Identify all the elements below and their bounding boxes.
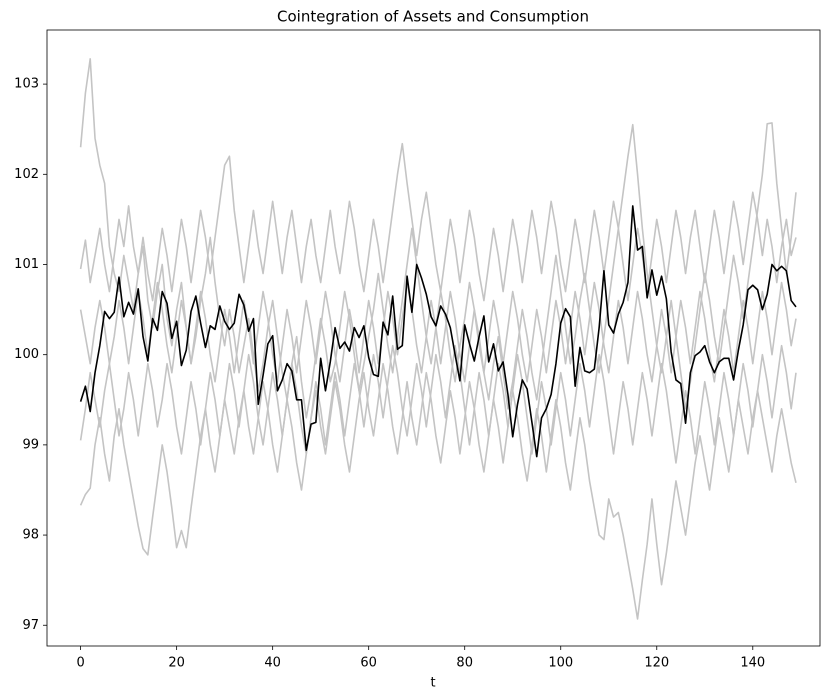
x-tick-label: 100 — [548, 656, 573, 671]
x-tick-label: 40 — [264, 656, 281, 671]
plot-frame — [46, 29, 821, 647]
x-tick-label: 60 — [360, 656, 377, 671]
y-tick-label: 98 — [22, 528, 39, 543]
y-tick-label: 97 — [22, 618, 39, 633]
x-tick-label: 0 — [76, 656, 84, 671]
y-tick-label: 102 — [14, 167, 39, 182]
y-tick-label: 103 — [14, 77, 39, 92]
x-tick-label: 80 — [456, 656, 473, 671]
data-line — [79, 58, 797, 419]
y-tick-label: 101 — [14, 257, 39, 272]
chart-title: Cointegration of Assets and Consumption — [277, 8, 589, 26]
x-tick-label: 120 — [644, 656, 669, 671]
x-tick-label: 20 — [168, 656, 185, 671]
x-tick-label: 140 — [740, 656, 765, 671]
y-tick-label: 100 — [14, 347, 39, 362]
y-tick-label: 99 — [22, 437, 39, 452]
data-line — [79, 205, 797, 458]
data-line — [79, 344, 797, 464]
data-line — [79, 281, 797, 383]
data-line — [79, 142, 797, 302]
x-axis-label: t — [430, 676, 435, 691]
